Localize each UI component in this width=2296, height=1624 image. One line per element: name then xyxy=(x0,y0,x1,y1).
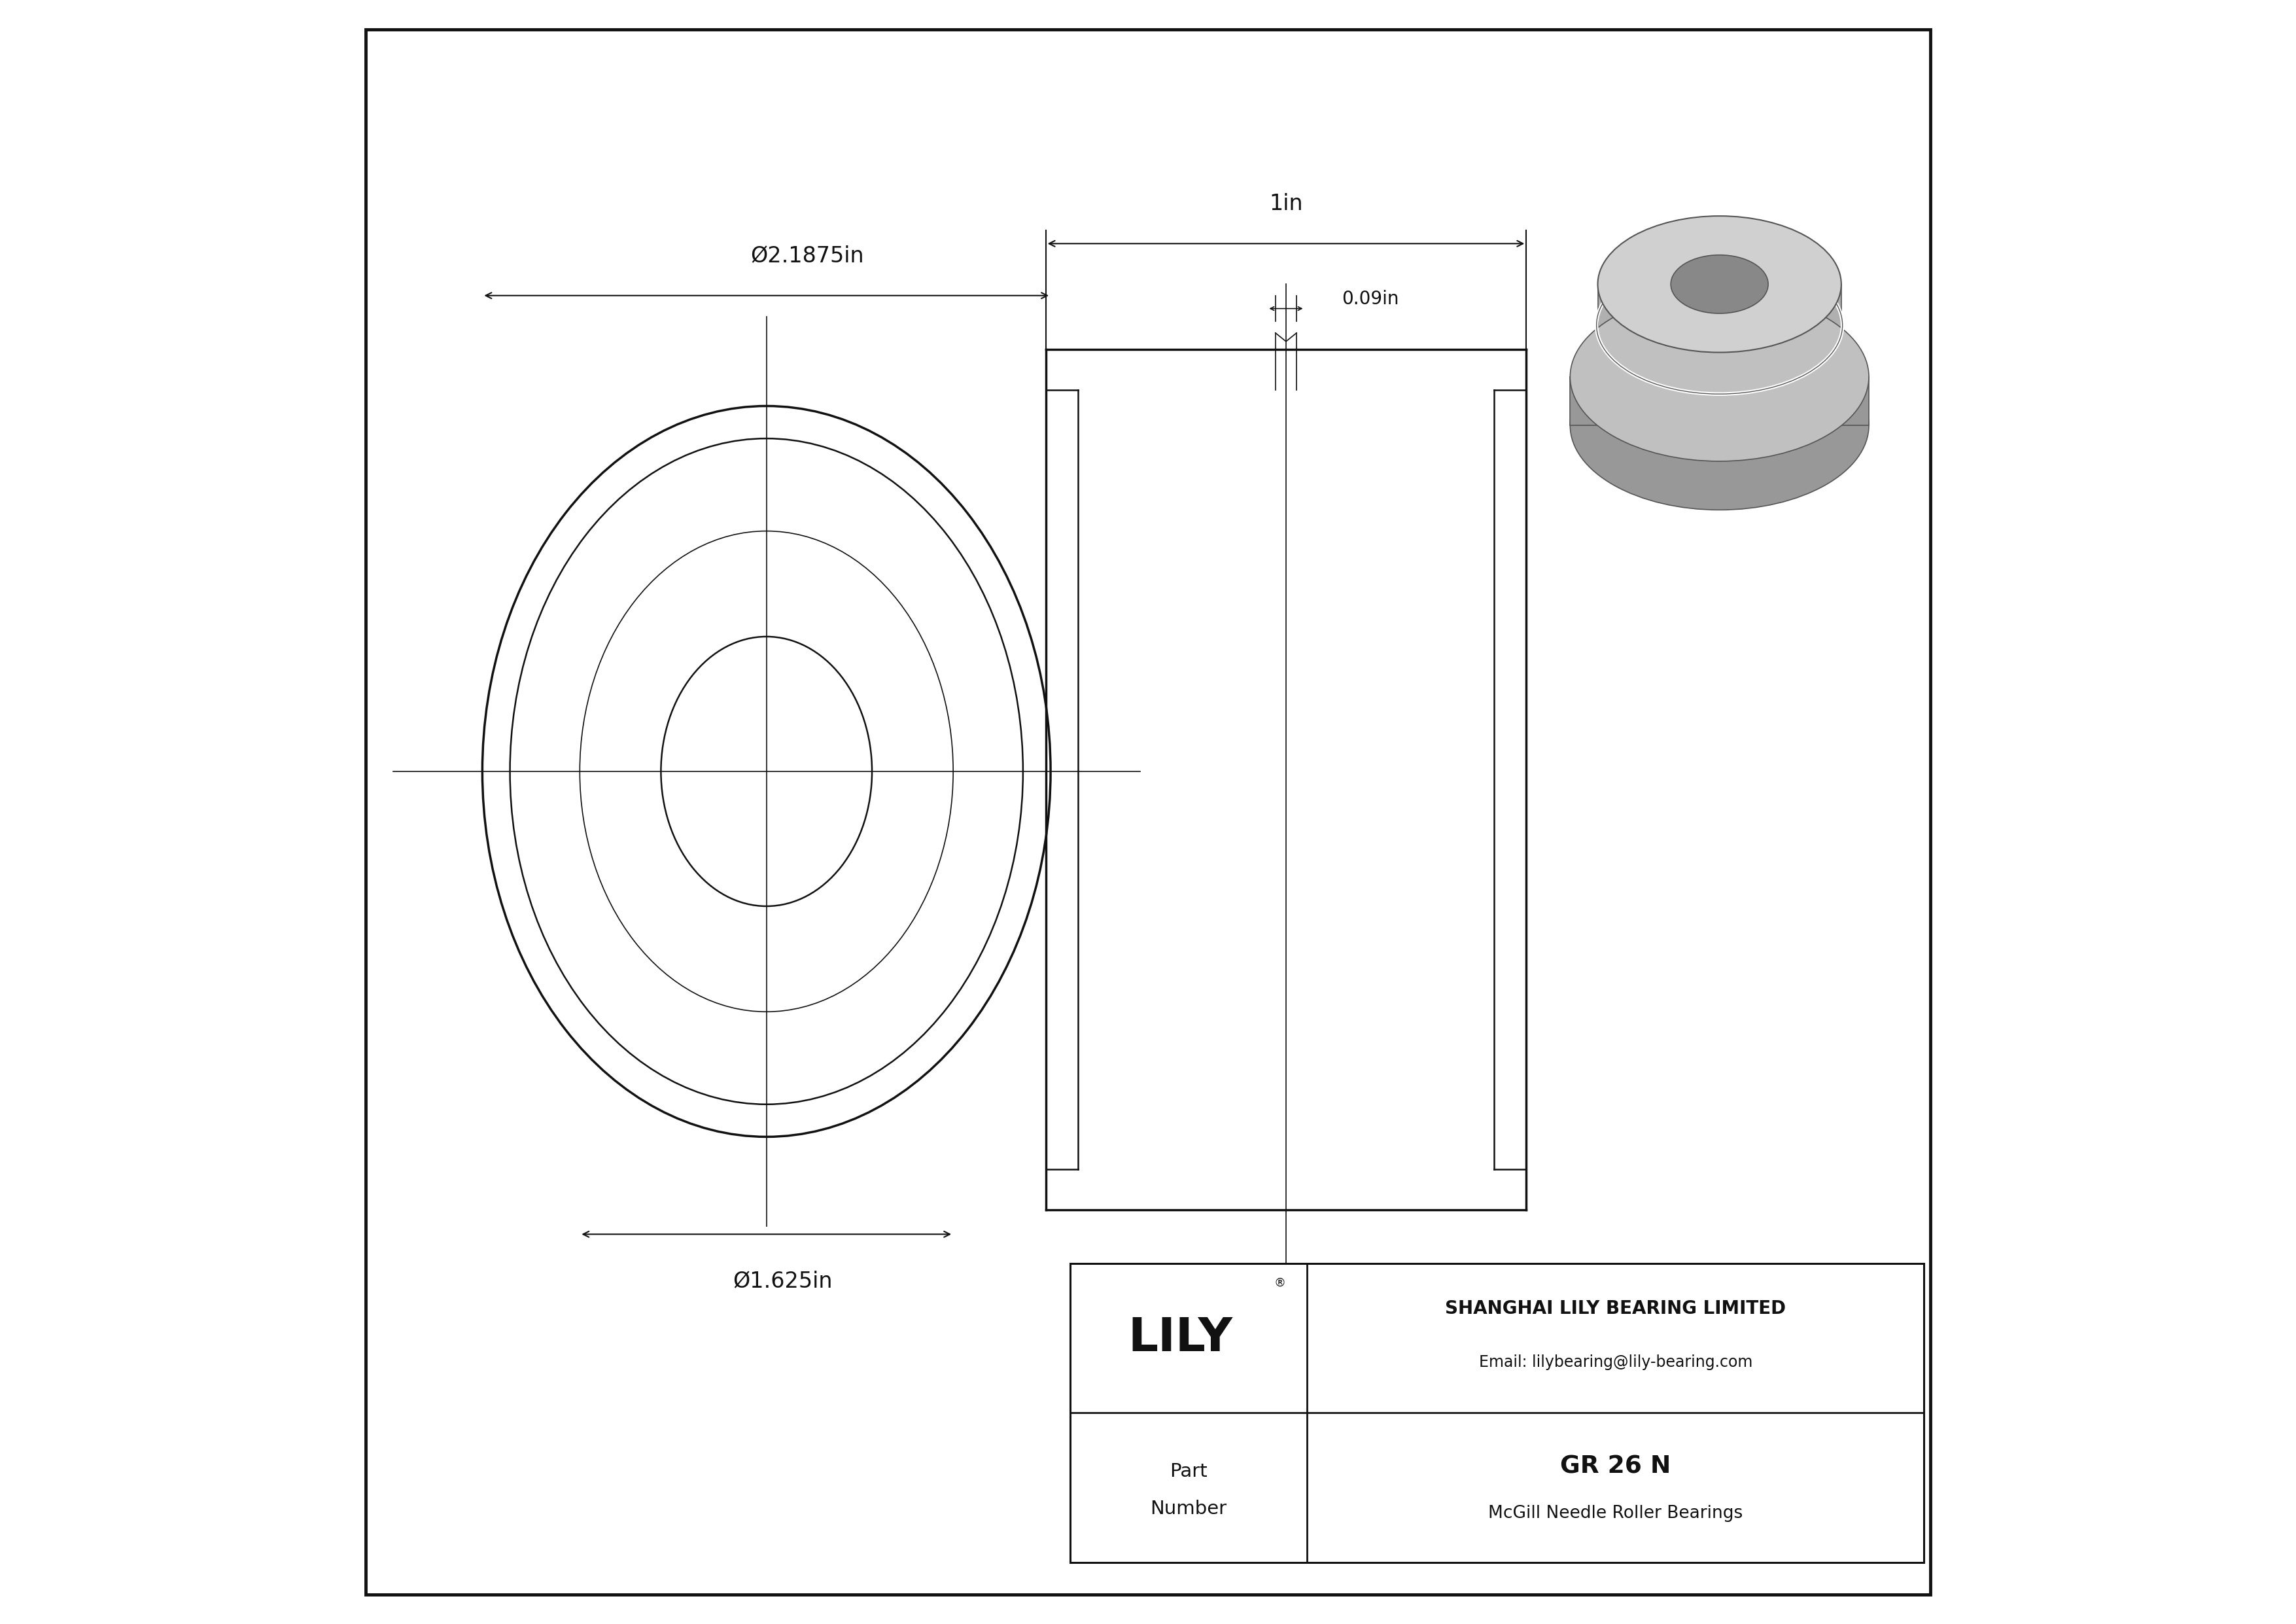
Text: Email: lilybearing@lily-bearing.com: Email: lilybearing@lily-bearing.com xyxy=(1479,1354,1752,1371)
Text: McGill Needle Roller Bearings: McGill Needle Roller Bearings xyxy=(1488,1505,1743,1522)
Text: Number: Number xyxy=(1150,1499,1226,1518)
Ellipse shape xyxy=(1570,292,1869,461)
Text: 0.09in: 0.09in xyxy=(1343,289,1398,309)
Text: Part: Part xyxy=(1169,1462,1208,1481)
Text: GR 26 N: GR 26 N xyxy=(1561,1455,1671,1478)
Ellipse shape xyxy=(1570,341,1869,510)
Text: Ø1.625in: Ø1.625in xyxy=(732,1270,833,1291)
Text: LILY: LILY xyxy=(1127,1315,1233,1361)
Bar xyxy=(1070,1263,1924,1562)
Text: Ø2.1875in: Ø2.1875in xyxy=(751,245,863,266)
Text: ®: ® xyxy=(1274,1276,1286,1289)
Ellipse shape xyxy=(1671,255,1768,313)
Text: 1in: 1in xyxy=(1270,193,1302,214)
Polygon shape xyxy=(1598,284,1841,377)
Ellipse shape xyxy=(1598,216,1841,352)
Text: SHANGHAI LILY BEARING LIMITED: SHANGHAI LILY BEARING LIMITED xyxy=(1444,1299,1786,1319)
Polygon shape xyxy=(1570,377,1869,425)
